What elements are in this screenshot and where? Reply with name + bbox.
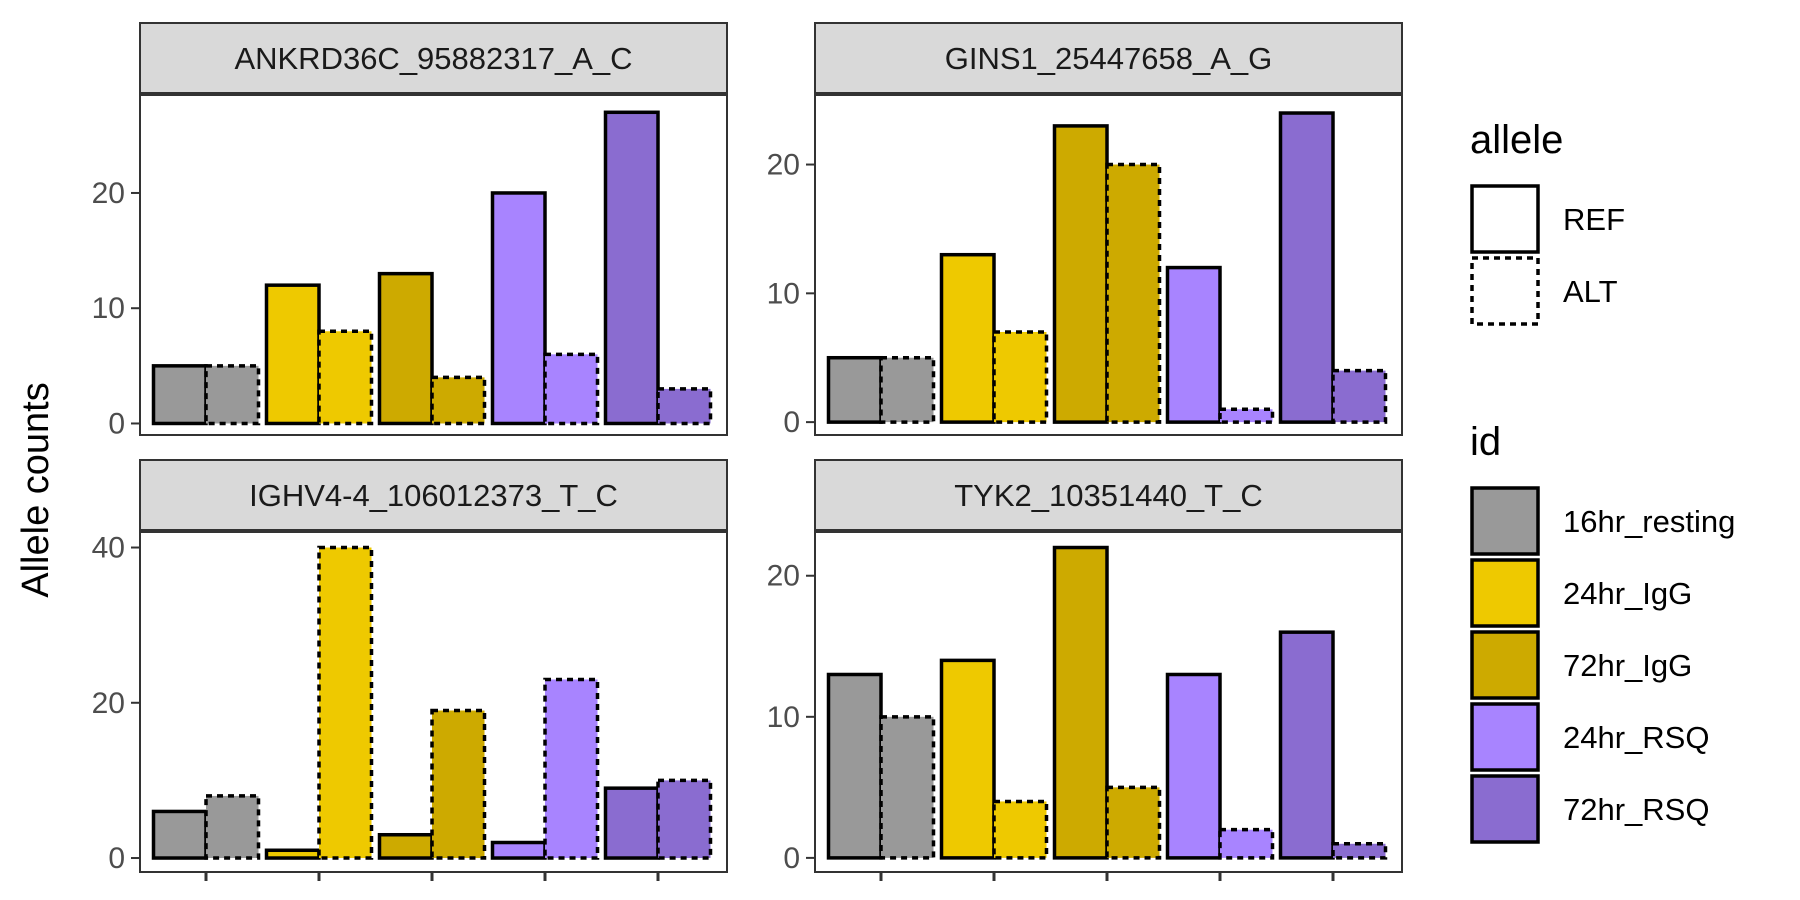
legend-label: 72hr_RSQ	[1563, 792, 1709, 827]
bar-alt-72hr_IgG	[430, 375, 487, 426]
y-tick-label: 0	[783, 406, 800, 439]
bar-alt-24hr_IgG	[992, 799, 1049, 860]
bar-ref-72hr_RSQ	[603, 110, 660, 426]
legend-label: 72hr_IgG	[1563, 648, 1692, 683]
y-tick-label: 40	[92, 532, 125, 565]
bar-alt-16hr_resting	[204, 364, 261, 426]
legend-label: REF	[1563, 202, 1625, 237]
facet-panel: GINS1_25447658_A_G 0 10 20	[767, 22, 1403, 439]
bar-ref-72hr_IgG	[1052, 124, 1109, 424]
y-tick-label: 20	[767, 560, 800, 593]
bar-alt-72hr_RSQ	[1331, 368, 1388, 424]
facet-title: IGHV4-4_106012373_T_C	[249, 478, 618, 513]
y-tick-label: 0	[783, 842, 800, 875]
bar-ref-24hr_IgG	[264, 283, 321, 426]
bar-ref-16hr_resting	[151, 809, 208, 860]
legend-key-16hr_resting	[1470, 486, 1540, 556]
bar-alt-72hr_RSQ	[656, 387, 713, 426]
bar-ref-24hr_RSQ	[490, 840, 547, 860]
bar-alt-24hr_IgG	[992, 330, 1049, 424]
facet-title: TYK2_10351440_T_C	[954, 478, 1263, 513]
bar-alt-72hr_IgG	[1105, 162, 1162, 424]
y-tick-label: 10	[767, 277, 800, 310]
facet-panel: IGHV4-4_106012373_T_C 0 20 40	[92, 459, 728, 881]
panel-border	[814, 94, 1403, 436]
bar-alt-24hr_IgG	[317, 329, 374, 426]
facet-strip	[814, 459, 1403, 531]
bar-ref-24hr_RSQ	[1165, 265, 1222, 424]
y-tick-label: 20	[92, 177, 125, 210]
legend-label: 24hr_RSQ	[1563, 720, 1709, 755]
bar-ref-72hr_IgG	[377, 271, 434, 426]
bar-ref-72hr_RSQ	[1278, 630, 1335, 860]
y-tick-label: 20	[92, 687, 125, 720]
legend-key-72hr_IgG	[1470, 630, 1540, 700]
bar-alt-72hr_RSQ	[656, 778, 713, 860]
bar-ref-24hr_RSQ	[1165, 672, 1222, 860]
bar-ref-24hr_RSQ	[490, 191, 547, 426]
legend-key-24hr_IgG	[1470, 558, 1540, 628]
legend-title-id: id	[1470, 420, 1501, 464]
bar-alt-24hr_RSQ	[543, 677, 600, 860]
bar-ref-72hr_RSQ	[1278, 111, 1335, 424]
y-tick-label: 0	[108, 407, 125, 440]
bar-ref-24hr_IgG	[939, 658, 996, 860]
bar-alt-16hr_resting	[879, 715, 936, 860]
facet-strip	[814, 22, 1403, 94]
legend-key-72hr_RSQ	[1470, 774, 1540, 844]
bar-alt-72hr_IgG	[1105, 785, 1162, 860]
y-tick-label: 10	[767, 701, 800, 734]
bar-ref-72hr_IgG	[1052, 545, 1109, 860]
legend-key-ref	[1470, 184, 1540, 254]
legend: allele REF ALT id 16hr_resting 24hr_IgG 72hr_I…	[1470, 118, 1735, 844]
legend-key-24hr_RSQ	[1470, 702, 1540, 772]
bar-alt-72hr_RSQ	[1331, 842, 1388, 860]
bar-ref-16hr_resting	[826, 355, 883, 424]
facet-strip	[139, 22, 728, 94]
legend-label: ALT	[1563, 274, 1618, 309]
bar-alt-16hr_resting	[204, 794, 261, 860]
bar-ref-16hr_resting	[826, 672, 883, 860]
legend-label: 24hr_IgG	[1563, 576, 1692, 611]
facet-panel: ANKRD36C_95882317_A_C 0 10 20	[92, 22, 728, 440]
bar-alt-24hr_RSQ	[1218, 407, 1275, 424]
facet-panel: TYK2_10351440_T_C 0 10 20	[767, 459, 1403, 881]
bar-ref-72hr_RSQ	[603, 786, 660, 860]
legend-title-allele: allele	[1470, 118, 1563, 162]
bar-alt-24hr_RSQ	[1218, 827, 1275, 860]
bar-alt-16hr_resting	[879, 355, 936, 424]
y-tick-label: 20	[767, 149, 800, 182]
bar-ref-24hr_IgG	[264, 848, 321, 860]
panel-border	[139, 94, 728, 436]
panels: ANKRD36C_95882317_A_C01020GINS1_25447658…	[92, 22, 1403, 881]
bar-ref-16hr_resting	[151, 364, 208, 426]
legend-key-alt	[1470, 256, 1540, 326]
bar-alt-24hr_RSQ	[543, 352, 600, 426]
bar-ref-24hr_IgG	[939, 252, 996, 424]
y-axis-label: Allele counts	[15, 382, 57, 597]
facet-title: ANKRD36C_95882317_A_C	[234, 41, 632, 76]
facet-title: GINS1_25447658_A_G	[945, 41, 1272, 76]
legend-label: 16hr_resting	[1563, 504, 1735, 539]
bar-alt-72hr_IgG	[430, 708, 487, 860]
facet-strip	[139, 459, 728, 531]
y-tick-label: 0	[108, 842, 125, 875]
bar-alt-24hr_IgG	[317, 545, 374, 860]
y-tick-label: 10	[92, 292, 125, 325]
bar-ref-72hr_IgG	[377, 832, 434, 860]
